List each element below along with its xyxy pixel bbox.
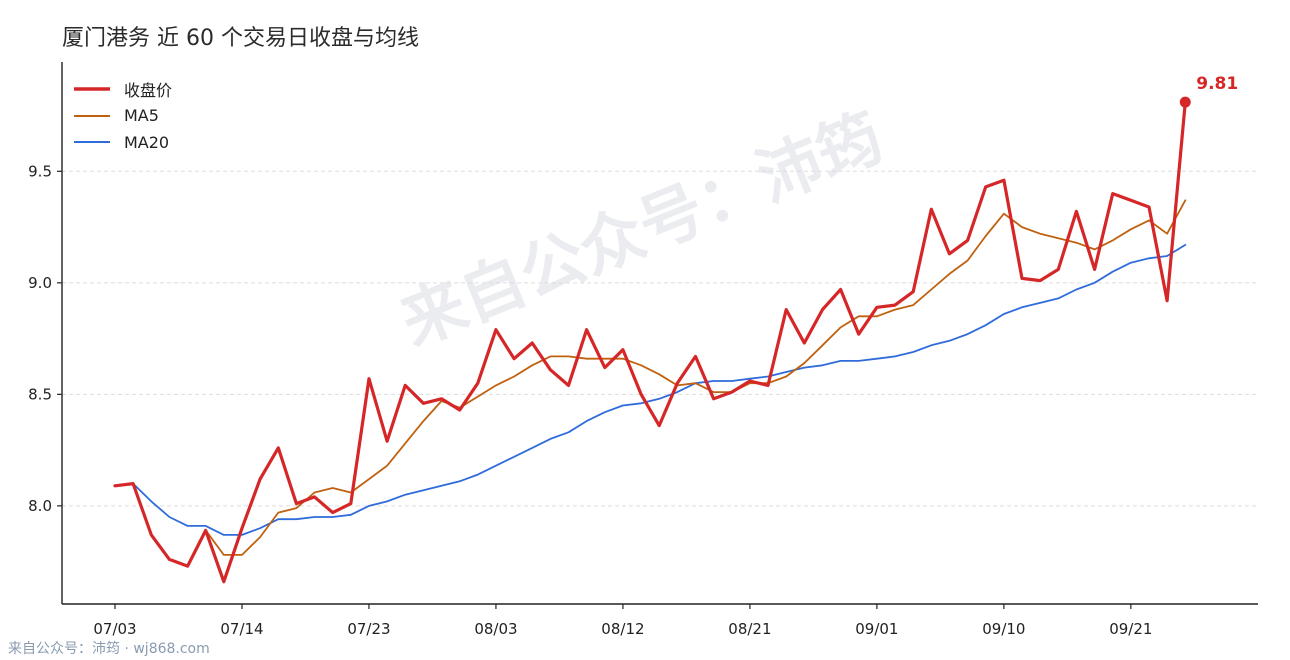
x-tick-label: 07/03 xyxy=(93,620,136,638)
x-tick-label: 09/01 xyxy=(855,620,898,638)
series-lines xyxy=(113,100,1187,584)
last-close-label: 9.81 xyxy=(1196,74,1238,94)
watermark: 来自公众号：沛筠 xyxy=(391,100,893,360)
legend-label-ma20: MA20 xyxy=(124,132,170,152)
legend-label-ma5: MA5 xyxy=(124,106,159,126)
legend-label-close: 收盘价 xyxy=(124,81,173,101)
y-tick-label: 8.0 xyxy=(28,497,52,515)
x-tick-label: 08/21 xyxy=(728,620,771,638)
legend-item-ma5: MA5 xyxy=(74,103,172,130)
x-tick-label: 07/14 xyxy=(220,620,263,638)
tick-labels: 8.0 8.5 9.0 9.5 07/03 07/14 07/23 08/03 08/12 08/… xyxy=(28,162,1152,638)
legend-swatch-ma5 xyxy=(74,114,110,117)
x-tick-label: 09/10 xyxy=(982,620,1025,638)
series-line-ma5 xyxy=(114,199,1187,567)
chart-title: 厦门港务 近 60 个交易日收盘与均线 xyxy=(62,26,419,51)
legend-item-close: 收盘价 xyxy=(74,76,172,103)
x-tick-label: 07/23 xyxy=(347,620,390,638)
y-tick-label: 8.5 xyxy=(28,385,52,403)
series-line-close xyxy=(113,100,1187,584)
last-close-dot xyxy=(1179,96,1191,108)
legend-item-ma20: MA20 xyxy=(74,129,172,156)
grid-lines xyxy=(62,170,1258,507)
y-tick-label: 9.5 xyxy=(28,162,52,180)
x-tick-label: 08/12 xyxy=(601,620,644,638)
series-line-ma20 xyxy=(114,243,1187,536)
legend: 收盘价 MA5 MA20 xyxy=(74,76,172,156)
legend-swatch-ma20 xyxy=(74,141,110,144)
x-tick-label: 09/21 xyxy=(1109,620,1152,638)
y-tick-label: 9.0 xyxy=(28,274,52,292)
x-tick-label: 08/03 xyxy=(474,620,517,638)
last-point-marker: 9.81 xyxy=(1179,74,1238,108)
footer-source: 来自公众号：沛筠 · wj868.com xyxy=(8,641,210,657)
legend-swatch-close xyxy=(74,87,110,91)
axes xyxy=(57,62,1258,609)
